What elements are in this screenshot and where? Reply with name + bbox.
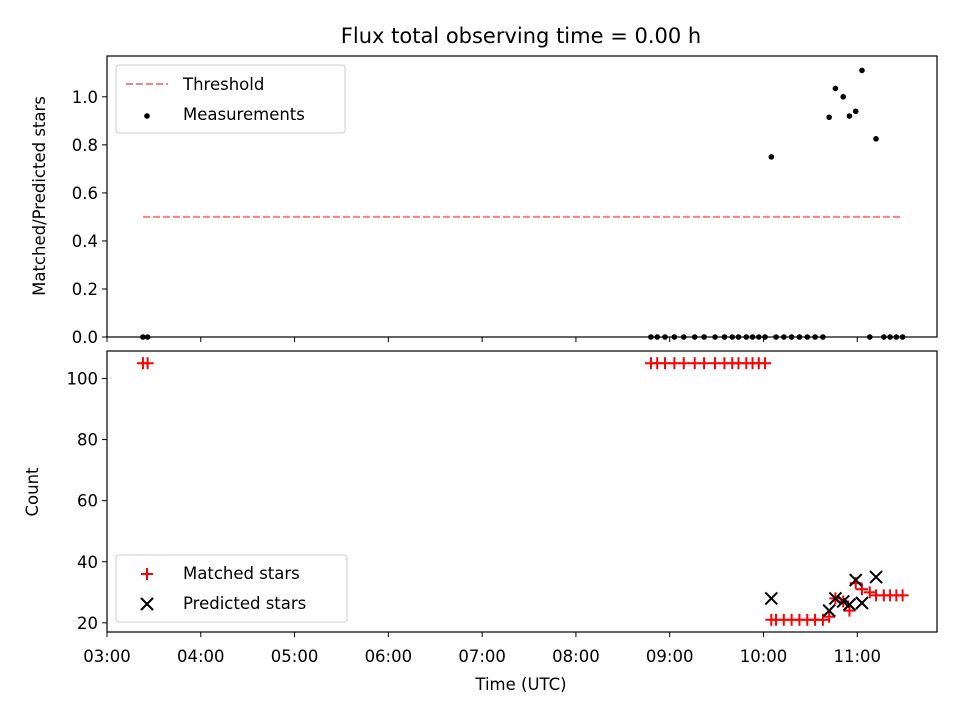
x-tick-label: 08:00 bbox=[552, 647, 600, 666]
x-axis-label: Time (UTC) bbox=[474, 675, 566, 694]
matched-star-point bbox=[677, 357, 690, 370]
matched-star-point bbox=[823, 610, 836, 623]
top-y-tick-label: 0.8 bbox=[72, 136, 98, 155]
bottom-y-tick-label: 100 bbox=[67, 369, 99, 388]
bottom-y-tick-label: 40 bbox=[77, 553, 98, 572]
x-tick-label: 05:00 bbox=[271, 647, 319, 666]
matched-star-point bbox=[863, 586, 876, 599]
measurement-point bbox=[768, 154, 775, 160]
top-y-tick-label: 0.4 bbox=[72, 232, 98, 251]
matched-star-point bbox=[141, 357, 154, 370]
measurement-point bbox=[840, 94, 847, 100]
bottom-legend: Matched stars Predicted stars bbox=[115, 554, 348, 623]
legend-measurements-swatch bbox=[144, 113, 150, 119]
predicted-star-point bbox=[842, 597, 857, 612]
bottom-legend-box bbox=[115, 554, 348, 623]
x-tick-label: 03:00 bbox=[83, 647, 131, 666]
legend-matched-label: Matched stars bbox=[183, 564, 300, 583]
top-legend: Threshold Measurements bbox=[115, 64, 346, 134]
measurement-point bbox=[846, 113, 853, 119]
bottom-y-tick-label: 80 bbox=[77, 431, 98, 450]
legend-measurements-label: Measurements bbox=[183, 105, 305, 124]
bottom-y-tick-label: 60 bbox=[77, 492, 98, 511]
predicted-star-point bbox=[855, 596, 869, 610]
x-tick-label: 07:00 bbox=[458, 647, 506, 666]
bottom-panel: 20 40 60 80 100 03:00 04:00 05:00 06:00 07:00 08:0… bbox=[23, 350, 938, 694]
top-panel: 0.0 0.2 0.4 0.6 0.8 1.0 Matched/Predicted sta… bbox=[30, 55, 938, 347]
measurement-point bbox=[832, 85, 839, 92]
x-tick-label: 09:00 bbox=[646, 647, 694, 666]
predicted-star-point bbox=[764, 591, 779, 606]
matched-star-point bbox=[896, 589, 909, 602]
top-y-tick-label: 0.0 bbox=[72, 328, 98, 347]
legend-threshold-label: Threshold bbox=[182, 75, 264, 94]
x-tick-label: 04:00 bbox=[177, 647, 225, 666]
predicted-star-point bbox=[849, 573, 863, 587]
predicted-star-point bbox=[828, 591, 843, 606]
top-y-tick-label: 0.6 bbox=[72, 184, 98, 203]
x-tick-label: 06:00 bbox=[365, 647, 413, 666]
chart-title: Flux total observing time = 0.00 h bbox=[341, 24, 701, 48]
matched-star-point bbox=[759, 357, 772, 370]
bottom-plot-frame bbox=[106, 350, 938, 633]
matched-star-point bbox=[698, 357, 711, 370]
predicted-star-point bbox=[822, 603, 836, 618]
x-tick-label: 10:00 bbox=[740, 647, 788, 666]
x-tick-label: 11:00 bbox=[834, 647, 882, 666]
top-y-tick-label: 1.0 bbox=[72, 88, 98, 107]
bottom-y-axis-label: Count bbox=[23, 467, 42, 517]
measurement-point bbox=[826, 114, 832, 121]
top-y-axis-label: Matched/Predicted stars bbox=[30, 96, 49, 296]
legend-matched-swatch bbox=[141, 568, 153, 580]
predicted-star-point bbox=[869, 570, 883, 584]
legend-predicted-label: Predicted stars bbox=[183, 594, 306, 613]
top-y-tick-label: 0.2 bbox=[72, 280, 98, 299]
bottom-y-tick-label: 20 bbox=[77, 614, 98, 633]
measurement-point bbox=[859, 67, 865, 74]
top-legend-box bbox=[115, 64, 346, 134]
measurement-point bbox=[852, 108, 859, 115]
legend-predicted-swatch bbox=[140, 597, 154, 611]
top-plot-frame bbox=[106, 55, 938, 338]
measurement-point bbox=[873, 136, 879, 142]
